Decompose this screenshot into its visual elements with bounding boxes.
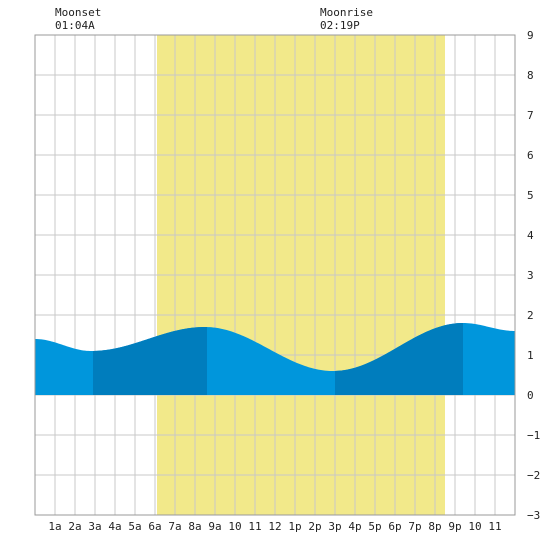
moonset-label: Moonset [55,6,101,19]
x-tick-label: 10 [468,520,481,533]
y-tick-label: 2 [527,309,534,322]
x-tick-label: 7a [168,520,181,533]
x-tick-label: 1a [48,520,61,533]
y-tick-label: 4 [527,229,534,242]
x-tick-label: 12 [268,520,281,533]
moonset-time: 01:04A [55,19,95,32]
plot-frame [34,34,516,516]
moonrise-label: Moonrise [320,6,373,19]
x-tick-label: 6a [148,520,161,533]
y-tick-label: 1 [527,349,534,362]
x-tick-label: 9a [208,520,221,533]
x-tick-label: 2a [68,520,81,533]
y-tick-label: 7 [527,109,534,122]
x-tick-label: 4a [108,520,121,533]
y-tick-label: −1 [527,429,540,442]
y-tick-label: 3 [527,269,534,282]
x-tick-label: 7p [408,520,421,533]
x-tick-label: 10 [228,520,241,533]
x-tick-label: 1p [288,520,301,533]
x-tick-label: 11 [488,520,501,533]
x-tick-label: 6p [388,520,401,533]
y-tick-label: 0 [527,389,534,402]
x-tick-label: 9p [448,520,461,533]
x-tick-label: 4p [348,520,361,533]
moonrise-time: 02:19P [320,19,360,32]
y-tick-label: −2 [527,469,540,482]
x-tick-label: 2p [308,520,321,533]
tide-area-shaded [93,327,207,395]
x-tick-label: 5a [128,520,141,533]
tide-area-shaded [335,323,463,395]
x-tick-label: 3a [88,520,101,533]
y-tick-label: 9 [527,29,534,42]
x-tick-label: 8a [188,520,201,533]
x-tick-label: 11 [248,520,261,533]
x-tick-label: 3p [328,520,341,533]
x-tick-label: 5p [368,520,381,533]
y-tick-label: 8 [527,69,534,82]
y-tick-label: 6 [527,149,534,162]
y-tick-label: 5 [527,189,534,202]
y-tick-label: −3 [527,509,540,522]
x-tick-label: 8p [428,520,441,533]
